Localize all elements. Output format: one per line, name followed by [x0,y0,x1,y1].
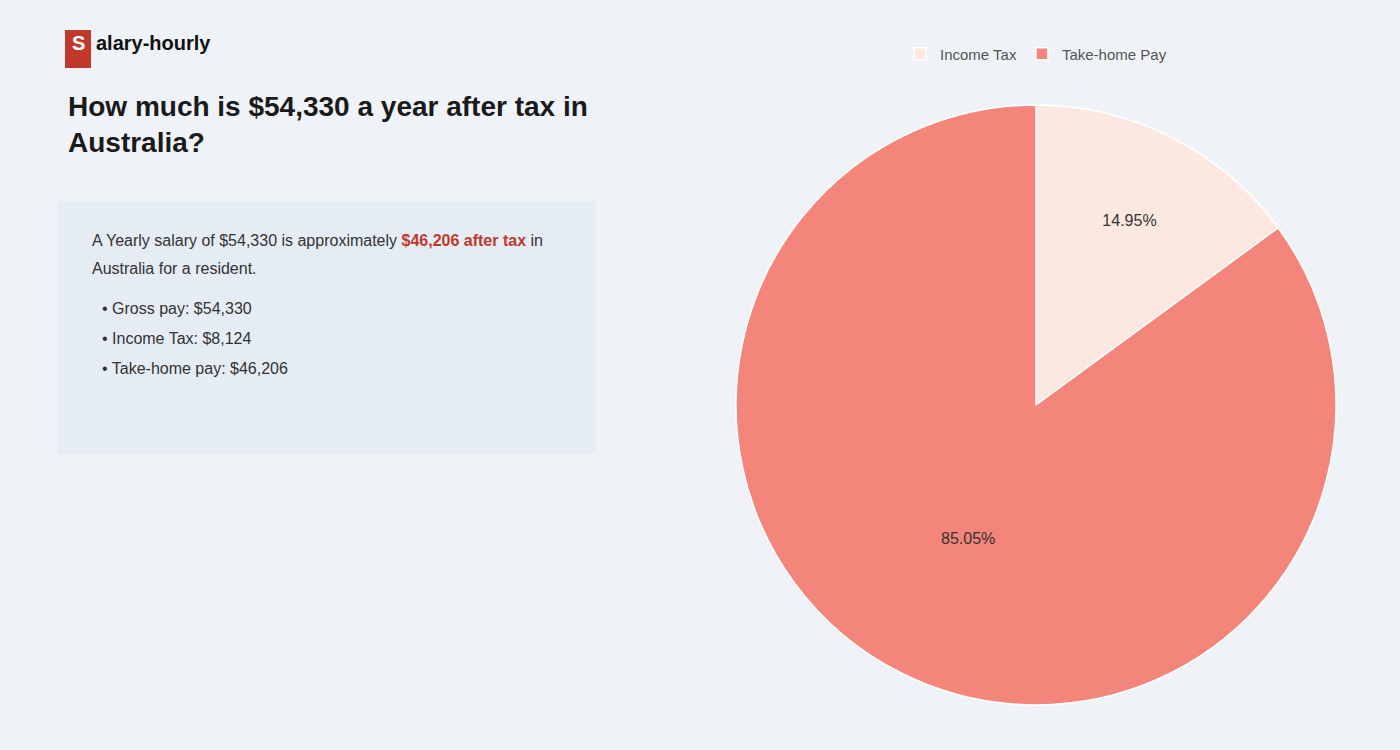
svg-text:• Take-home pay: $46,206: • Take-home pay: $46,206 [102,360,288,377]
svg-text:14.95%: 14.95% [1102,212,1156,229]
svg-text:How much is $54,330 a year aft: How much is $54,330 a year after tax inA… [68,91,588,158]
svg-text:• Gross pay: $54,330: • Gross pay: $54,330 [102,300,252,317]
svg-text:Take-home Pay: Take-home Pay [1062,46,1167,63]
svg-text:• Income Tax: $8,124: • Income Tax: $8,124 [102,330,252,347]
svg-text:A Yearly salary of $54,330 is: A Yearly salary of $54,330 is approximat… [92,232,543,249]
svg-text:85.05%: 85.05% [941,530,995,547]
svg-text:S: S [72,32,85,54]
svg-text:alary-hourly: alary-hourly [96,32,211,54]
svg-text:Australia for a resident.: Australia for a resident. [92,260,257,277]
svg-text:Income Tax: Income Tax [940,46,1017,63]
